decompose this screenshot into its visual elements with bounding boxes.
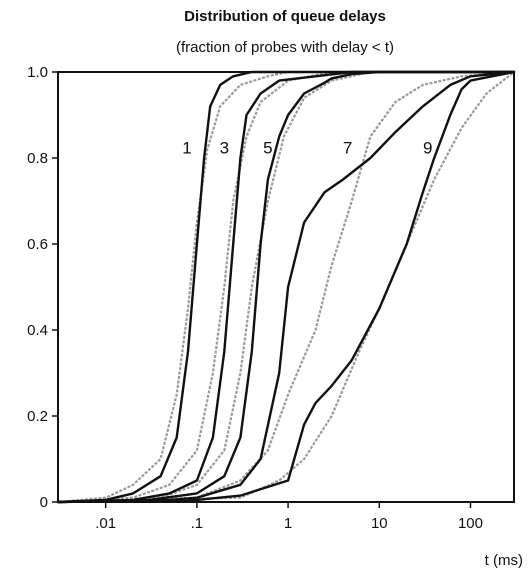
measured-curve-2 — [56, 70, 516, 504]
x-tick-label: 1 — [284, 515, 292, 532]
model-curve-5 — [57, 71, 515, 504]
x-tick-label: .01 — [95, 515, 116, 532]
measured-curve-1 — [56, 70, 516, 504]
y-axis-ticks: 0 0.2 0.4 0.6 0.8 1.0 — [27, 64, 58, 511]
curve-label-9: 9 — [423, 139, 432, 158]
measured-curve-4 — [56, 70, 516, 504]
y-tick-label: 0.6 — [27, 236, 48, 253]
model-curve-3 — [57, 70, 514, 504]
model-curve-1 — [57, 70, 514, 504]
x-axis-ticks: .01 .1 1 10 100 — [95, 502, 483, 532]
curve-label-5: 5 — [263, 139, 272, 158]
curve-label-7: 7 — [343, 139, 352, 158]
y-tick-label: 0.4 — [27, 322, 48, 339]
chart-title: Distribution of queue delays — [184, 8, 386, 25]
y-tick-label: 0 — [40, 494, 48, 511]
x-tick-label: .1 — [191, 515, 204, 532]
x-axis-label: t (ms) — [485, 552, 523, 569]
model-curve-2 — [57, 70, 514, 504]
x-tick-label: 100 — [458, 515, 483, 532]
measured-curve-3 — [56, 70, 516, 504]
y-tick-label: 0.2 — [27, 408, 48, 425]
curve-labels: 1 3 5 7 9 — [182, 139, 432, 158]
model-curves — [57, 70, 515, 504]
plot-frame — [57, 71, 515, 503]
x-tick-label: 10 — [371, 515, 388, 532]
measured-curve-5 — [56, 70, 516, 504]
y-tick-label: 0.8 — [27, 150, 48, 167]
model-curve-4 — [57, 70, 515, 504]
curve-label-1: 1 — [182, 139, 191, 158]
measured-curves — [56, 70, 516, 504]
curve-label-3: 3 — [220, 139, 229, 158]
y-tick-label: 1.0 — [27, 64, 48, 81]
chart-subtitle: (fraction of probes with delay < t) — [176, 39, 394, 56]
